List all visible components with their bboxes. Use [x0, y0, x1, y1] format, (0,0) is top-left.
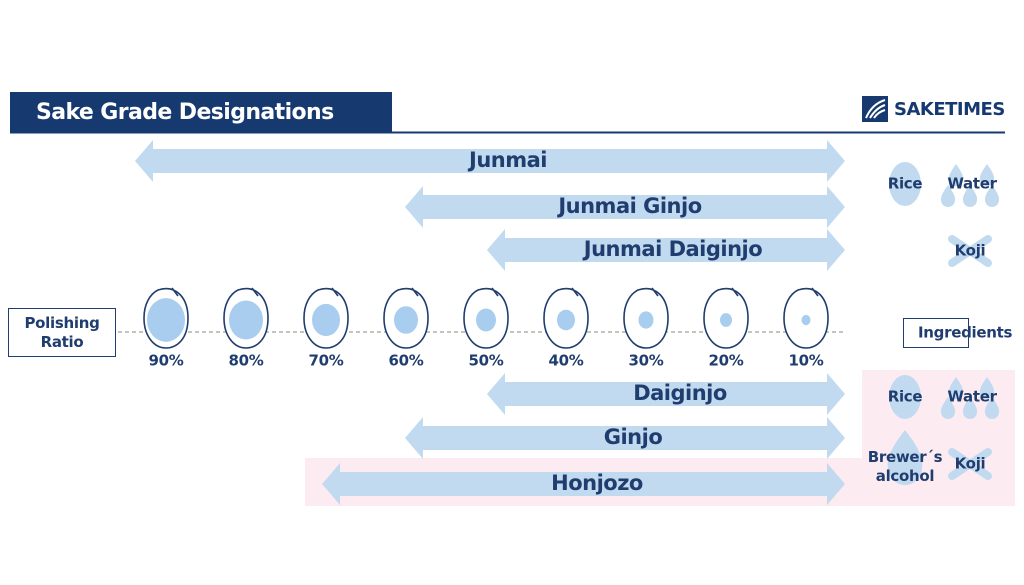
grain-core	[476, 308, 496, 332]
grade-label: Ginjo	[604, 425, 663, 449]
ratio-label: 60%	[388, 352, 423, 370]
ratio-label: 30%	[628, 352, 663, 370]
ingredient: Koji	[955, 455, 986, 473]
water-icon	[979, 164, 995, 186]
rice-icon	[889, 162, 921, 206]
grain-core	[638, 311, 654, 329]
grade-arrow	[487, 373, 845, 415]
title: Sake Grade Designations	[36, 100, 334, 125]
ratio-label: 90%	[148, 352, 183, 370]
water-icon	[962, 397, 978, 419]
grain-core	[394, 306, 418, 334]
polishing-box	[8, 308, 116, 357]
water-icon	[962, 185, 978, 207]
grade-arrow	[487, 229, 845, 271]
ingredient: Brewer´s alcohol	[867, 448, 943, 485]
ratio-label: 80%	[228, 352, 263, 370]
ratio-label: 20%	[708, 352, 743, 370]
polishing-label: Polishing Ratio	[24, 314, 100, 351]
grade-label: Junmai Daiginjo	[582, 237, 762, 261]
ingredient: Water	[947, 388, 997, 406]
grain-core	[229, 300, 263, 340]
grain-core	[801, 314, 811, 326]
ratio-label: 70%	[308, 352, 343, 370]
ratio-label: 50%	[468, 352, 503, 370]
koji-icon	[948, 235, 992, 267]
alcohol-icon	[887, 430, 923, 485]
grain-core	[312, 303, 340, 337]
water-icon	[948, 164, 964, 186]
ingredient: Koji	[955, 242, 986, 260]
grain-core	[720, 313, 732, 327]
logo-mark	[865, 99, 886, 119]
grade-label: Junmai Ginjo	[556, 194, 701, 218]
grade-arrow	[322, 463, 845, 505]
grade-arrow	[405, 417, 845, 459]
water-icon	[984, 397, 1000, 419]
grade-label: Honjozo	[551, 471, 643, 495]
ratio-label: 10%	[788, 352, 823, 370]
ingredients-label: Ingredients	[918, 324, 1012, 342]
grade-arrow	[135, 140, 845, 182]
ingredient: Rice	[888, 388, 923, 406]
logo: SAKETIMES	[894, 99, 1005, 120]
water-icon	[984, 185, 1000, 207]
rice-icon	[889, 375, 921, 419]
water-icon	[940, 397, 956, 419]
title-bar	[10, 92, 392, 133]
water-icon	[979, 377, 995, 399]
ratio-label: 40%	[548, 352, 583, 370]
grade-label: Junmai	[467, 148, 547, 172]
koji-icon	[948, 448, 992, 480]
water-icon	[940, 185, 956, 207]
grade-arrow	[405, 186, 845, 228]
ingredient: Water	[947, 175, 997, 193]
grain-core	[557, 309, 575, 331]
grade-label: Daiginjo	[633, 381, 727, 405]
water-icon	[948, 377, 964, 399]
grain-core	[147, 298, 185, 342]
ingredients-box	[903, 318, 969, 348]
ingredient: Rice	[888, 175, 923, 193]
